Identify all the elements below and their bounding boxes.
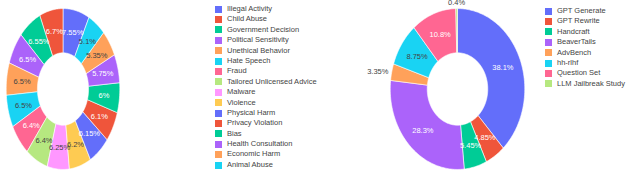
svg-text:6.4%: 6.4% <box>23 121 40 130</box>
svg-text:6.4%: 6.4% <box>35 136 53 146</box>
html-text:AdvBench: AdvBench <box>557 47 592 57</box>
svg-text:28.3%: 28.3% <box>412 126 434 135</box>
html-text:Malware: Malware <box>227 87 256 97</box>
svg-text:6.5%: 6.5% <box>15 101 32 110</box>
svg-text:0.4%: 0.4% <box>448 0 465 7</box>
svg-text:6.55%: 6.55% <box>28 37 50 46</box>
svg-text:6.5%: 6.5% <box>19 55 36 64</box>
svg-text:7.55%: 7.55% <box>62 28 84 37</box>
html-text:GPT Generate: GPT Generate <box>557 6 606 15</box>
html-text:Question Set: Question Set <box>557 68 601 78</box>
html-text:Unethical Behavior: Unethical Behavior <box>227 45 290 55</box>
html-text:LLM Jailbreak Study: LLM Jailbreak Study <box>557 78 625 88</box>
svg-text:6.2%: 6.2% <box>67 140 84 149</box>
html-text:Fraud: Fraud <box>227 66 247 76</box>
svg-text:6.15%: 6.15% <box>79 129 101 138</box>
svg-text:4.85%: 4.85% <box>474 132 496 142</box>
html-text:Tailored Unlicensed Advice: Tailored Unlicensed Advice <box>227 76 317 86</box>
html-text:GPT Rewrite: GPT Rewrite <box>557 16 600 26</box>
html-text:hh-rlhf: hh-rlhf <box>557 58 579 67</box>
svg-text:6.25%: 6.25% <box>48 142 71 152</box>
svg-text:10.8%: 10.8% <box>429 30 451 39</box>
html-text:Illegal Activity: Illegal Activity <box>227 4 272 13</box>
svg-text:6.7%: 6.7% <box>46 27 63 36</box>
svg-text:6.1%: 6.1% <box>91 112 108 121</box>
html-text:BeaverTails: BeaverTails <box>557 37 596 47</box>
svg-text:5.75%: 5.75% <box>92 69 114 78</box>
html-text:Bias: Bias <box>227 128 242 138</box>
html-text:Health Consultation: Health Consultation <box>227 139 293 149</box>
svg-text:5.35%: 5.35% <box>86 51 108 60</box>
html-text:Hate Speech: Hate Speech <box>227 56 271 65</box>
html-text:Violence: Violence <box>227 97 256 107</box>
html-text:Animal Abuse: Animal Abuse <box>227 159 273 169</box>
svg-text:5.45%: 5.45% <box>460 141 482 150</box>
svg-text:3.35%: 3.35% <box>367 67 389 76</box>
html-text:Physical Harm: Physical Harm <box>227 107 276 117</box>
html-text:Handcraft: Handcraft <box>557 26 590 36</box>
html-text:Child Abuse: Child Abuse <box>227 14 267 24</box>
svg-text:6.5%: 6.5% <box>14 77 31 86</box>
svg-text:8.75%: 8.75% <box>406 52 428 61</box>
html-text:Economic Harm: Economic Harm <box>227 149 281 159</box>
html-text:Political Sensitivity: Political Sensitivity <box>227 35 289 45</box>
html-text:Privacy Violation: Privacy Violation <box>227 118 283 128</box>
html-text:Government Decision: Government Decision <box>227 24 300 34</box>
svg-text:5.1%: 5.1% <box>79 37 96 46</box>
svg-text:6%: 6% <box>99 91 110 100</box>
svg-text:38.1%: 38.1% <box>492 63 514 72</box>
